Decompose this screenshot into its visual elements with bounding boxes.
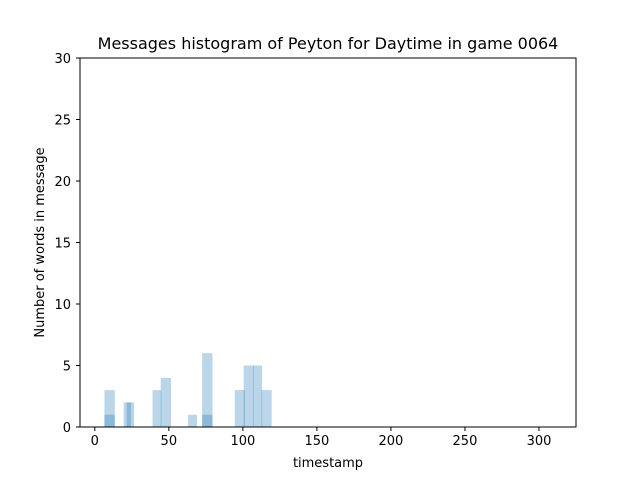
x-tick-label: 250 — [453, 434, 478, 449]
y-tick-label: 0 — [63, 421, 71, 436]
x-tick-label: 50 — [161, 434, 178, 449]
chart-title: Messages histogram of Peyton for Daytime… — [98, 34, 559, 53]
histogram-bar-5 — [160, 377, 172, 427]
x-tick-label: 300 — [527, 434, 552, 449]
y-tick-label: 20 — [54, 175, 71, 190]
histogram-bar-1 — [104, 414, 115, 427]
x-tick-label: 100 — [230, 434, 255, 449]
histogram-bar-2 — [123, 402, 132, 427]
histogram-bar-8 — [202, 414, 213, 427]
x-tick-label: 150 — [304, 434, 329, 449]
histogram-bar-3 — [126, 402, 135, 427]
x-axis-label: timestamp — [293, 456, 363, 471]
y-axis-label: Number of words in message — [33, 147, 48, 337]
y-tick-label: 10 — [54, 298, 71, 313]
y-axis-ticks: 0 5 10 15 20 25 30 — [54, 52, 80, 436]
histogram-bar-6 — [188, 414, 197, 427]
histogram-bar-12 — [261, 390, 272, 427]
x-tick-label: 200 — [379, 434, 404, 449]
histogram-bar-7 — [202, 353, 213, 427]
plot-frame — [79, 57, 577, 428]
histogram-bar-10 — [243, 365, 254, 427]
x-tick-label: 0 — [91, 434, 99, 449]
y-tick-label: 5 — [63, 360, 71, 375]
x-axis-ticks: 0 50 100 150 200 250 300 — [91, 427, 552, 449]
bars-layer — [104, 353, 272, 427]
histogram-bar-0 — [104, 390, 115, 427]
y-tick-label: 15 — [54, 237, 71, 252]
y-tick-label: 30 — [54, 52, 71, 67]
histogram-bar-11 — [253, 365, 263, 427]
y-tick-label: 25 — [54, 114, 71, 129]
histogram-bar-4 — [152, 390, 162, 427]
histogram-bar-9 — [234, 390, 246, 427]
